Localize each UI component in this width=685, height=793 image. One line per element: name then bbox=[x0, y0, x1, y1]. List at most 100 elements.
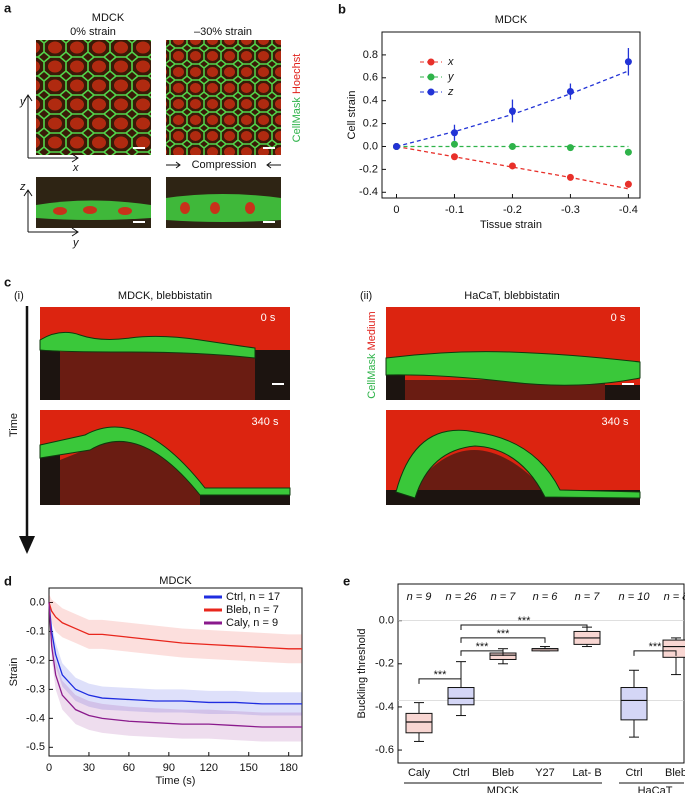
plot-frame bbox=[397, 583, 685, 764]
n-label: n = 6 bbox=[533, 591, 559, 603]
group-label: MDCK bbox=[487, 785, 520, 793]
axis-label: y bbox=[72, 237, 80, 249]
x-axis-label: Tissue strain bbox=[480, 219, 542, 231]
n-label: n = 26 bbox=[446, 591, 478, 603]
x-tick-label: 30 bbox=[83, 762, 95, 774]
plot-frame bbox=[48, 587, 303, 757]
stain-label: CellMask Hoechst bbox=[291, 54, 303, 143]
y-tick-label: -0.5 bbox=[26, 741, 45, 753]
y-tick-label: 0.8 bbox=[363, 49, 378, 61]
legend-marker bbox=[427, 73, 435, 81]
error-band bbox=[49, 596, 302, 742]
point bbox=[392, 142, 400, 150]
scale-bar bbox=[133, 147, 275, 223]
line bbox=[48, 602, 302, 650]
y-tick-label: -0.2 bbox=[26, 654, 45, 666]
point bbox=[624, 58, 632, 66]
axis-label: Time bbox=[8, 413, 20, 437]
plot-frame bbox=[381, 31, 641, 199]
n-label: n = 10 bbox=[619, 591, 651, 603]
point bbox=[508, 107, 516, 115]
legend-marker bbox=[427, 58, 435, 66]
line bbox=[48, 602, 302, 705]
panel-label: e bbox=[343, 573, 350, 588]
x-tick-label: 150 bbox=[240, 762, 258, 774]
significance-label: *** bbox=[518, 615, 532, 627]
fit-line bbox=[396, 145, 629, 190]
legend-label: Bleb, n = 7 bbox=[226, 604, 279, 616]
n-label: n = 8 bbox=[664, 591, 685, 603]
x-tick-label: -0.3 bbox=[561, 204, 580, 216]
point bbox=[450, 153, 458, 161]
point bbox=[566, 144, 574, 152]
point bbox=[566, 88, 574, 96]
stain-label: CellMask Medium bbox=[366, 311, 378, 398]
compression-arrows bbox=[166, 161, 281, 169]
n-label: n = 7 bbox=[491, 591, 517, 603]
panel-title: MDCK bbox=[92, 12, 125, 24]
y-tick-label: 0.0 bbox=[30, 596, 45, 608]
cell-layer bbox=[166, 194, 281, 222]
axis-label: z bbox=[19, 181, 26, 193]
y-tick-label: -0.4 bbox=[375, 701, 394, 713]
micrograph bbox=[36, 40, 151, 155]
x-tick-label: Y27 bbox=[535, 767, 555, 779]
subpanel-title: HaCaT, blebbistatin bbox=[464, 290, 559, 302]
stain-red: Medium bbox=[366, 311, 378, 350]
y-tick-label: 0.2 bbox=[363, 117, 378, 129]
stain-green: CellMask bbox=[366, 353, 378, 399]
y-tick-label: -0.3 bbox=[26, 683, 45, 695]
subpanel-index: (ii) bbox=[360, 290, 372, 302]
x-tick-label: 180 bbox=[280, 762, 298, 774]
x-axis-label: Time (s) bbox=[156, 775, 196, 787]
group-label: HaCaT bbox=[638, 785, 673, 793]
x-tick-label: 0 bbox=[46, 762, 52, 774]
caption: –30% strain bbox=[194, 26, 252, 38]
axes-arrows bbox=[23, 94, 79, 237]
x-tick-label: Caly bbox=[408, 767, 431, 779]
panel-label: a bbox=[4, 0, 12, 15]
nuclei bbox=[53, 202, 255, 215]
y-tick-label: 0.0 bbox=[363, 140, 378, 152]
subpanel-index: (i) bbox=[14, 290, 24, 302]
legend-label: Ctrl, n = 17 bbox=[226, 591, 280, 603]
x-tick-label: 90 bbox=[163, 762, 175, 774]
timelapse-image bbox=[39, 307, 641, 505]
x-tick-label: 0 bbox=[393, 204, 399, 216]
axis-label: x bbox=[72, 162, 79, 174]
y-axis-label: Buckling threshold bbox=[356, 629, 368, 719]
compression-label: Compression bbox=[192, 159, 257, 171]
box bbox=[662, 639, 685, 658]
point bbox=[624, 180, 632, 188]
significance-bracket bbox=[460, 624, 588, 630]
axis-label: y bbox=[19, 96, 27, 108]
time-stamp: 340 s bbox=[602, 416, 629, 428]
y-tick-label: -0.6 bbox=[375, 744, 394, 756]
y-tick-label: 0.6 bbox=[363, 72, 378, 84]
y-tick-label: -0.2 bbox=[359, 163, 378, 175]
y-axis-label: Strain bbox=[8, 658, 20, 687]
y-axis-label: Cell strain bbox=[346, 91, 358, 140]
y-tick-label: -0.4 bbox=[26, 712, 45, 724]
time-stamp: 340 s bbox=[252, 416, 279, 428]
legend-label: z bbox=[447, 86, 454, 98]
x-tick-label: 120 bbox=[200, 762, 218, 774]
significance-bracket bbox=[460, 650, 504, 656]
stain-red: Hoechst bbox=[291, 54, 303, 94]
time-stamp: 0 s bbox=[611, 312, 626, 324]
x-tick-label: Ctrl bbox=[625, 767, 642, 779]
significance-label: *** bbox=[476, 641, 490, 653]
chart-title: MDCK bbox=[159, 575, 192, 587]
significance-bracket bbox=[418, 678, 462, 684]
micrograph bbox=[166, 40, 281, 155]
stain-green: CellMask bbox=[291, 97, 303, 143]
time-stamp: 0 s bbox=[261, 312, 276, 324]
legend-label: y bbox=[447, 71, 455, 83]
time-arrow bbox=[19, 306, 35, 554]
y-tick-label: -0.1 bbox=[26, 625, 45, 637]
legend-label: Caly, n = 9 bbox=[226, 617, 278, 629]
significance-bracket bbox=[633, 650, 677, 656]
significance-label: *** bbox=[434, 669, 448, 681]
y-tick-label: -0.2 bbox=[375, 658, 394, 670]
